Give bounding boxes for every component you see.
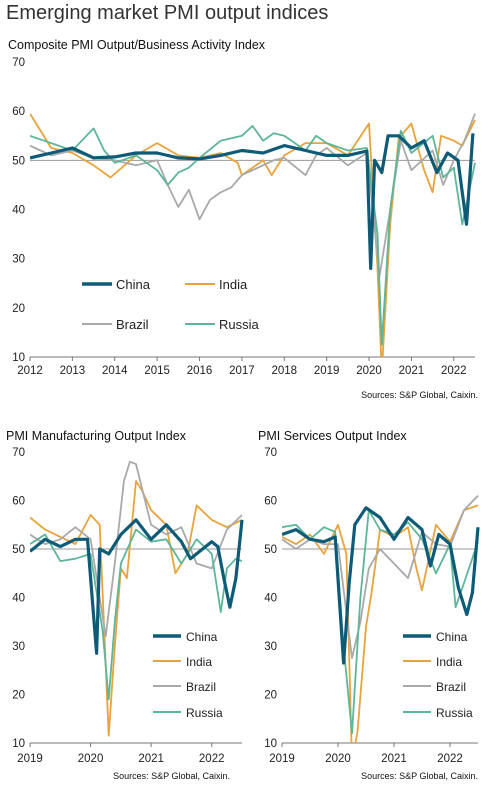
services-y-tick-label: 60 bbox=[264, 496, 277, 508]
manufacturing-legend-label-brazil: Brazil bbox=[186, 680, 216, 694]
composite-series-line-brazil bbox=[30, 113, 476, 277]
composite-legend-label-brazil: Brazil bbox=[116, 317, 149, 332]
manufacturing-chart-title: PMI Manufacturing Output Index bbox=[6, 429, 187, 443]
composite-x-tick-label: 2017 bbox=[229, 365, 255, 377]
manufacturing-legend-label-china: China bbox=[186, 630, 218, 644]
composite-legend-label-china: China bbox=[116, 277, 151, 292]
composite-y-tick-label: 10 bbox=[12, 352, 25, 364]
composite-series-line-china bbox=[30, 133, 475, 271]
services-source-note: Sources: S&P Global, Caixin. bbox=[361, 771, 478, 781]
composite-y-tick-label: 50 bbox=[12, 155, 25, 167]
composite-x-tick-label: 2020 bbox=[356, 365, 382, 377]
services-y-tick-label: 40 bbox=[264, 593, 277, 605]
manufacturing-x-tick-label: 2022 bbox=[199, 753, 225, 765]
composite-x-tick-label: 2022 bbox=[441, 365, 467, 377]
services-chart-title: PMI Services Output Index bbox=[258, 429, 407, 443]
services-legend-label-brazil: Brazil bbox=[436, 680, 466, 694]
composite-y-tick-label: 30 bbox=[12, 254, 25, 266]
manufacturing-x-tick-label: 2021 bbox=[138, 753, 164, 765]
manufacturing-source-note: Sources: S&P Global, Caixin. bbox=[113, 771, 230, 781]
manufacturing-series-line-china bbox=[30, 518, 244, 655]
manufacturing-x-tick-label: 2019 bbox=[17, 753, 43, 765]
composite-source-note: Sources: S&P Global, Caixin. bbox=[361, 390, 478, 400]
manufacturing-legend-label-india: India bbox=[186, 655, 212, 669]
composite-y-tick-label: 40 bbox=[12, 205, 25, 217]
manufacturing-x-tick-label: 2020 bbox=[78, 753, 104, 765]
manufacturing-series-line-russia bbox=[30, 528, 243, 701]
composite-legend-label-russia: Russia bbox=[219, 317, 260, 332]
manufacturing-y-tick-label: 20 bbox=[12, 690, 25, 702]
composite-x-tick-label: 2014 bbox=[102, 365, 128, 377]
manufacturing-series-line-brazil bbox=[30, 460, 243, 638]
composite-x-tick-label: 2019 bbox=[314, 365, 340, 377]
manufacturing-y-tick-label: 70 bbox=[12, 447, 25, 459]
composite-chart-title: Composite PMI Output/Business Activity I… bbox=[8, 38, 266, 52]
manufacturing-y-tick-label: 10 bbox=[12, 738, 25, 750]
page-title: Emerging market PMI output indices bbox=[6, 2, 329, 24]
manufacturing-y-tick-label: 40 bbox=[12, 593, 25, 605]
composite-y-tick-label: 70 bbox=[12, 57, 25, 69]
composite-x-tick-label: 2015 bbox=[144, 365, 170, 377]
services-x-tick-label: 2022 bbox=[437, 753, 463, 765]
composite-legend-label-india: India bbox=[219, 277, 248, 292]
services-series-line-india bbox=[282, 504, 479, 743]
services-y-tick-label: 50 bbox=[264, 544, 277, 556]
services-x-tick-label: 2021 bbox=[381, 753, 407, 765]
services-y-tick-label: 30 bbox=[264, 641, 277, 653]
services-y-tick-label: 70 bbox=[264, 447, 277, 459]
composite-x-tick-label: 2018 bbox=[271, 365, 297, 377]
services-x-tick-label: 2019 bbox=[269, 753, 295, 765]
composite-y-tick-label: 60 bbox=[12, 106, 25, 118]
composite-x-tick-label: 2021 bbox=[399, 365, 425, 377]
manufacturing-legend-label-russia: Russia bbox=[186, 706, 223, 720]
services-legend-label-russia: Russia bbox=[436, 706, 473, 720]
manufacturing-y-tick-label: 60 bbox=[12, 496, 25, 508]
composite-x-tick-label: 2013 bbox=[60, 365, 86, 377]
services-y-tick-label: 10 bbox=[264, 738, 277, 750]
services-y-tick-label: 20 bbox=[264, 690, 277, 702]
composite-x-tick-label: 2012 bbox=[17, 365, 43, 377]
manufacturing-y-tick-label: 50 bbox=[12, 544, 25, 556]
manufacturing-y-tick-label: 30 bbox=[12, 641, 25, 653]
services-legend-label-china: China bbox=[436, 630, 468, 644]
services-legend-label-india: India bbox=[436, 655, 462, 669]
services-x-tick-label: 2020 bbox=[325, 753, 351, 765]
composite-y-tick-label: 20 bbox=[12, 303, 25, 315]
services-series-line-china bbox=[282, 506, 480, 665]
composite-x-tick-label: 2016 bbox=[187, 365, 213, 377]
